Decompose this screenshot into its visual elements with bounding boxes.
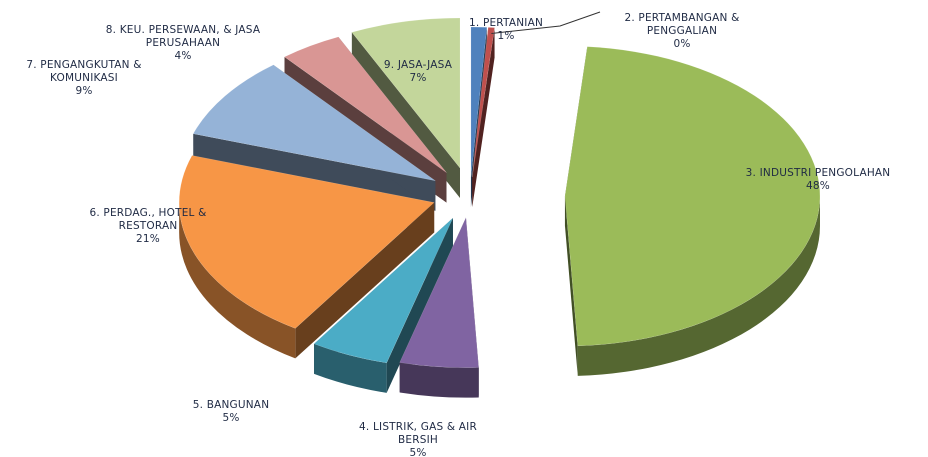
slice-labels-layer: 1. PERTANIAN 1% 2. PERTAMBANGAN & PENGGALIA… [26, 12, 890, 457]
slice-wall-5 [314, 343, 387, 393]
slice-label-4: 4. LISTRIK, GAS & AIR BERSIH 5% [359, 421, 477, 457]
slice-label-8: 8. KEU. PERSEWAAN, & JASA PERUSAHAAN 4% [106, 24, 261, 62]
slice-wall-3 [577, 196, 820, 376]
slice-label-2: 2. PERTAMBANGAN & PENGGALIAN 0% [624, 12, 739, 50]
slice-tops-layer [178, 17, 821, 368]
slice-edge-2-2 [472, 27, 495, 208]
pie-slice-7 [192, 64, 436, 182]
slice-edge-3-2 [564, 196, 578, 376]
leader-line-2 [491, 11, 601, 34]
slice-wall-4 [399, 362, 479, 398]
slice-label-3: 3. INDUSTRI PENGOLAHAN 48% [746, 167, 891, 192]
slice-edge-6-1 [295, 202, 435, 359]
pie-slice-6 [178, 155, 435, 329]
slice-wall-6 [179, 202, 296, 359]
leader-lines-layer [491, 11, 601, 34]
slice-label-5: 5. BANGUNAN 5% [193, 399, 270, 424]
slice-label-7: 7. PENGANGKUTAN & KOMUNIKASI 9% [26, 59, 141, 97]
pie-slice-8 [284, 36, 447, 173]
slice-label-6: 6. PERDAG., HOTEL & RESTORAN 21% [89, 207, 206, 245]
slice-label-1: 1. PERTANIAN 1% [469, 17, 543, 42]
slice-label-9: 9. JASA-JASA 7% [384, 59, 453, 84]
pie-slice-1 [470, 26, 488, 178]
pie-slice-4 [399, 216, 479, 368]
pie-slice-3 [564, 46, 821, 347]
pie-slice-2 [472, 27, 495, 178]
pie-slice-9 [351, 17, 461, 169]
pie-slice-5 [313, 217, 454, 364]
